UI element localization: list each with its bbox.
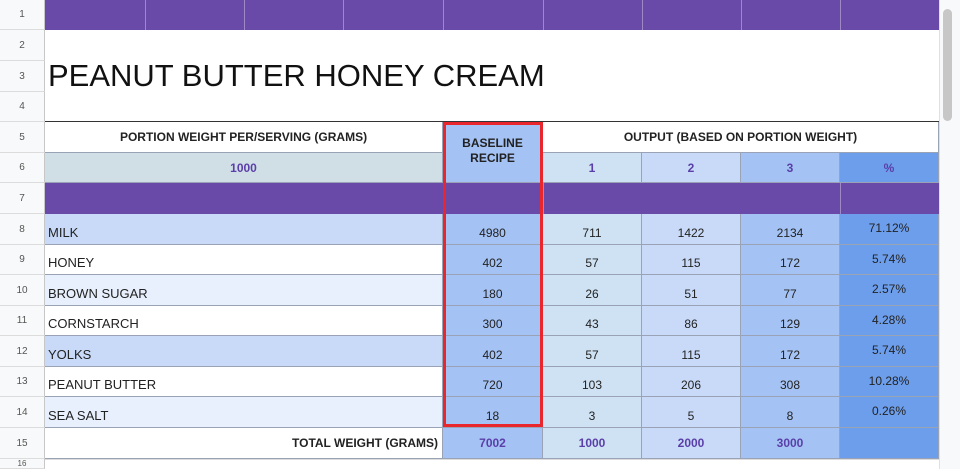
output-col-2[interactable]: 2 [642, 153, 741, 183]
scrollbar-thumb[interactable] [943, 9, 952, 121]
percent-cell[interactable]: 10.28% [840, 367, 939, 397]
output-3-cell[interactable]: 308 [741, 367, 840, 397]
output-1-cell[interactable]: 57 [543, 336, 642, 367]
output-2-cell[interactable]: 86 [642, 306, 741, 336]
output-3-cell[interactable]: 129 [741, 306, 840, 336]
output-3-cell[interactable]: 2134 [741, 214, 840, 245]
row-header-10[interactable]: 10 [0, 275, 45, 306]
output-2-cell[interactable]: 51 [642, 275, 741, 306]
baseline-cell[interactable]: 18 [443, 397, 543, 428]
portion-weight-label[interactable]: PORTION WEIGHT PER/SERVING (GRAMS) [45, 122, 443, 153]
row-header-9[interactable]: 9 [0, 245, 45, 275]
output-1-cell[interactable]: 711 [543, 214, 642, 245]
total-output-2[interactable]: 2000 [642, 428, 741, 459]
output-3-cell[interactable]: 77 [741, 275, 840, 306]
ingredient-name[interactable]: MILK [45, 214, 443, 245]
baseline-highlight-box [443, 122, 543, 427]
output-1-cell[interactable]: 103 [543, 367, 642, 397]
output-2-cell[interactable]: 115 [642, 245, 741, 275]
row-header-15[interactable]: 15 [0, 428, 45, 459]
output-col-percent[interactable]: % [840, 153, 939, 183]
percent-cell[interactable]: 4.28% [840, 306, 939, 336]
row-header-5[interactable]: 5 [0, 122, 45, 153]
row-header-14[interactable]: 14 [0, 397, 45, 428]
percent-cell[interactable]: 5.74% [840, 336, 939, 367]
row-header-12[interactable]: 12 [0, 336, 45, 367]
output-1-cell[interactable]: 26 [543, 275, 642, 306]
row-header-13[interactable]: 13 [0, 367, 45, 397]
row-header-4[interactable]: 4 [0, 92, 45, 122]
ingredient-name[interactable]: YOLKS [45, 336, 443, 367]
row-header-8[interactable]: 8 [0, 214, 45, 245]
purple-band-top [45, 0, 939, 30]
baseline-cell[interactable]: 402 [443, 336, 543, 367]
output-2-cell[interactable]: 206 [642, 367, 741, 397]
output-1-cell[interactable]: 57 [543, 245, 642, 275]
output-3-cell[interactable]: 172 [741, 336, 840, 367]
baseline-cell[interactable]: 300 [443, 306, 543, 336]
ingredient-name[interactable]: PEANUT BUTTER [45, 367, 443, 397]
purple-band-middle [45, 183, 939, 214]
baseline-cell[interactable]: 180 [443, 275, 543, 306]
ingredient-name[interactable]: CORNSTARCH [45, 306, 443, 336]
empty-row[interactable] [45, 459, 939, 469]
percent-cell[interactable]: 0.26% [840, 397, 939, 428]
total-weight-label[interactable]: TOTAL WEIGHT (GRAMS) [45, 428, 443, 459]
percent-cell[interactable]: 5.74% [840, 245, 939, 275]
output-2-cell[interactable]: 1422 [642, 214, 741, 245]
baseline-cell[interactable]: 4980 [443, 214, 543, 245]
row-header-2[interactable]: 2 [0, 30, 45, 61]
output-2-cell[interactable]: 5 [642, 397, 741, 428]
baseline-recipe-header[interactable]: BASELINE RECIPE [443, 122, 543, 183]
percent-cell[interactable]: 2.57% [840, 275, 939, 306]
page-title[interactable]: PEANUT BUTTER HONEY CREAM [45, 30, 939, 122]
ingredient-name[interactable]: HONEY [45, 245, 443, 275]
row-header-16[interactable]: 16 [0, 459, 45, 469]
baseline-cell[interactable]: 720 [443, 367, 543, 397]
output-1-cell[interactable]: 3 [543, 397, 642, 428]
output-col-1[interactable]: 1 [543, 153, 642, 183]
portion-weight-value[interactable]: 1000 [45, 153, 443, 183]
row-header-6[interactable]: 6 [0, 153, 45, 183]
ingredient-name[interactable]: BROWN SUGAR [45, 275, 443, 306]
output-3-cell[interactable]: 172 [741, 245, 840, 275]
percent-cell[interactable]: 71.12% [840, 214, 939, 245]
row-header-1[interactable]: 1 [0, 0, 45, 30]
output-header[interactable]: OUTPUT (BASED ON PORTION WEIGHT) [543, 122, 939, 153]
total-output-3[interactable]: 3000 [741, 428, 840, 459]
row-header-7[interactable]: 7 [0, 183, 45, 214]
row-header-11[interactable]: 11 [0, 306, 45, 336]
output-3-cell[interactable]: 8 [741, 397, 840, 428]
total-percent-cell[interactable] [840, 428, 939, 459]
total-baseline[interactable]: 7002 [443, 428, 543, 459]
output-1-cell[interactable]: 43 [543, 306, 642, 336]
output-col-3[interactable]: 3 [741, 153, 840, 183]
total-output-1[interactable]: 1000 [543, 428, 642, 459]
ingredient-name[interactable]: SEA SALT [45, 397, 443, 428]
output-2-cell[interactable]: 115 [642, 336, 741, 367]
row-header-3[interactable]: 3 [0, 61, 45, 92]
